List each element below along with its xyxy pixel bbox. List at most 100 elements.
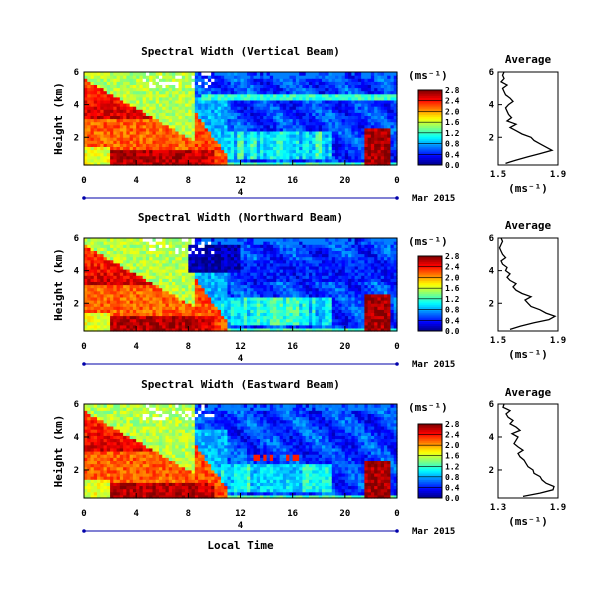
heatmap-cell bbox=[129, 265, 134, 270]
heatmap-cell bbox=[286, 143, 291, 147]
colorbar-swatch bbox=[418, 138, 442, 142]
heatmap-cell bbox=[286, 303, 291, 307]
heatmap-cell bbox=[204, 87, 209, 92]
heatmap-cell bbox=[318, 118, 323, 123]
heatmap-cell bbox=[292, 109, 297, 113]
heatmap-cell bbox=[90, 109, 95, 113]
heatmap-cell bbox=[240, 327, 245, 332]
heatmap-cell bbox=[152, 84, 157, 89]
heatmap-cell bbox=[357, 72, 362, 76]
heatmap-cell bbox=[341, 96, 346, 101]
heatmap-cell bbox=[361, 87, 365, 92]
heatmap-cell bbox=[132, 146, 137, 151]
heatmap-cell bbox=[181, 121, 186, 126]
heatmap-cell bbox=[149, 75, 154, 79]
heatmap-cell bbox=[269, 134, 274, 138]
heatmap-cell bbox=[328, 121, 333, 126]
heatmap-cell bbox=[240, 318, 245, 323]
heatmap-cell bbox=[312, 87, 317, 92]
heatmap-cell bbox=[224, 259, 229, 264]
heatmap-cell bbox=[214, 272, 219, 276]
heatmap-cell bbox=[279, 121, 284, 126]
heatmap-cell bbox=[168, 296, 173, 301]
heatmap-cell bbox=[158, 127, 163, 132]
heatmap-cell bbox=[370, 75, 375, 79]
heatmap-cell bbox=[335, 130, 339, 135]
heatmap-cell bbox=[119, 281, 124, 286]
heatmap-cell bbox=[191, 124, 196, 129]
colorbar-tick-label: 1.6 bbox=[445, 118, 460, 127]
heatmap-cell bbox=[116, 306, 121, 310]
heatmap-cell bbox=[90, 140, 95, 144]
heatmap-cell bbox=[119, 247, 124, 251]
heatmap-cell bbox=[191, 259, 196, 264]
heatmap-cell bbox=[178, 256, 183, 261]
heatmap-cell bbox=[136, 293, 141, 298]
heatmap-cell bbox=[377, 146, 382, 151]
heatmap-cell bbox=[188, 118, 193, 123]
heatmap-cell bbox=[103, 93, 108, 98]
heatmap-cell bbox=[325, 155, 330, 160]
heatmap-cell bbox=[237, 238, 242, 242]
heatmap-cell bbox=[188, 72, 193, 76]
heatmap-cell bbox=[237, 118, 242, 123]
heatmap-cell bbox=[119, 81, 124, 85]
heatmap-cell bbox=[230, 130, 235, 135]
heatmap-cell bbox=[253, 81, 258, 85]
heatmap-cell bbox=[266, 303, 271, 307]
heatmap-cell bbox=[185, 290, 189, 295]
heatmap-cell bbox=[93, 300, 98, 304]
heatmap-cell bbox=[165, 281, 170, 286]
heatmap-cell bbox=[328, 140, 333, 144]
heatmap-cell bbox=[335, 137, 339, 141]
heatmap-cell bbox=[142, 250, 147, 255]
heatmap-cell bbox=[331, 78, 336, 82]
heatmap-cell bbox=[100, 306, 105, 310]
heatmap-cell bbox=[230, 103, 235, 107]
heatmap-cell bbox=[93, 158, 98, 163]
heatmap-cell bbox=[217, 72, 222, 76]
heatmap-cell bbox=[181, 296, 186, 301]
heatmap-cell bbox=[370, 161, 375, 166]
heatmap-cell bbox=[100, 130, 105, 135]
heatmap-cell bbox=[286, 84, 291, 89]
heatmap-cell bbox=[198, 140, 202, 144]
heatmap-cell bbox=[367, 124, 372, 129]
heatmap-cell bbox=[162, 155, 167, 160]
heatmap-cell bbox=[315, 87, 320, 92]
heatmap-cell bbox=[348, 109, 352, 113]
heatmap-cell bbox=[87, 244, 92, 248]
heatmap-cell bbox=[126, 275, 131, 279]
heatmap-cell bbox=[233, 115, 238, 120]
heatmap-cell bbox=[351, 155, 356, 160]
average-y-tick-label: 6 bbox=[489, 68, 494, 78]
heatmap-cell bbox=[191, 112, 196, 116]
heatmap-cell bbox=[106, 146, 111, 151]
heatmap-cell bbox=[295, 134, 300, 138]
heatmap-cell bbox=[357, 130, 362, 135]
heatmap-cell bbox=[172, 99, 176, 104]
heatmap-cell bbox=[315, 152, 320, 157]
heatmap-cell bbox=[162, 118, 167, 123]
heatmap-cell bbox=[172, 124, 176, 129]
heatmap-cell bbox=[158, 290, 163, 295]
heatmap-cell bbox=[217, 124, 222, 129]
heatmap-cell bbox=[123, 137, 127, 141]
heatmap-cell bbox=[328, 115, 333, 120]
heatmap-cell bbox=[204, 81, 209, 85]
heatmap-cell bbox=[286, 124, 291, 129]
heatmap-cell bbox=[250, 281, 255, 286]
heatmap-cell bbox=[348, 134, 352, 138]
heatmap-cell bbox=[299, 96, 304, 101]
heatmap-cell bbox=[230, 78, 235, 82]
heatmap-cell bbox=[211, 278, 216, 282]
heatmap-cell bbox=[224, 256, 229, 261]
heatmap-cell bbox=[84, 118, 88, 123]
colorbar-swatch bbox=[418, 133, 442, 136]
heatmap-cell bbox=[201, 296, 206, 301]
heatmap-cell bbox=[256, 137, 261, 141]
heatmap-cell bbox=[110, 284, 114, 289]
heatmap-cell bbox=[90, 321, 95, 326]
heatmap-cell bbox=[322, 115, 326, 120]
heatmap-cell bbox=[155, 281, 160, 286]
